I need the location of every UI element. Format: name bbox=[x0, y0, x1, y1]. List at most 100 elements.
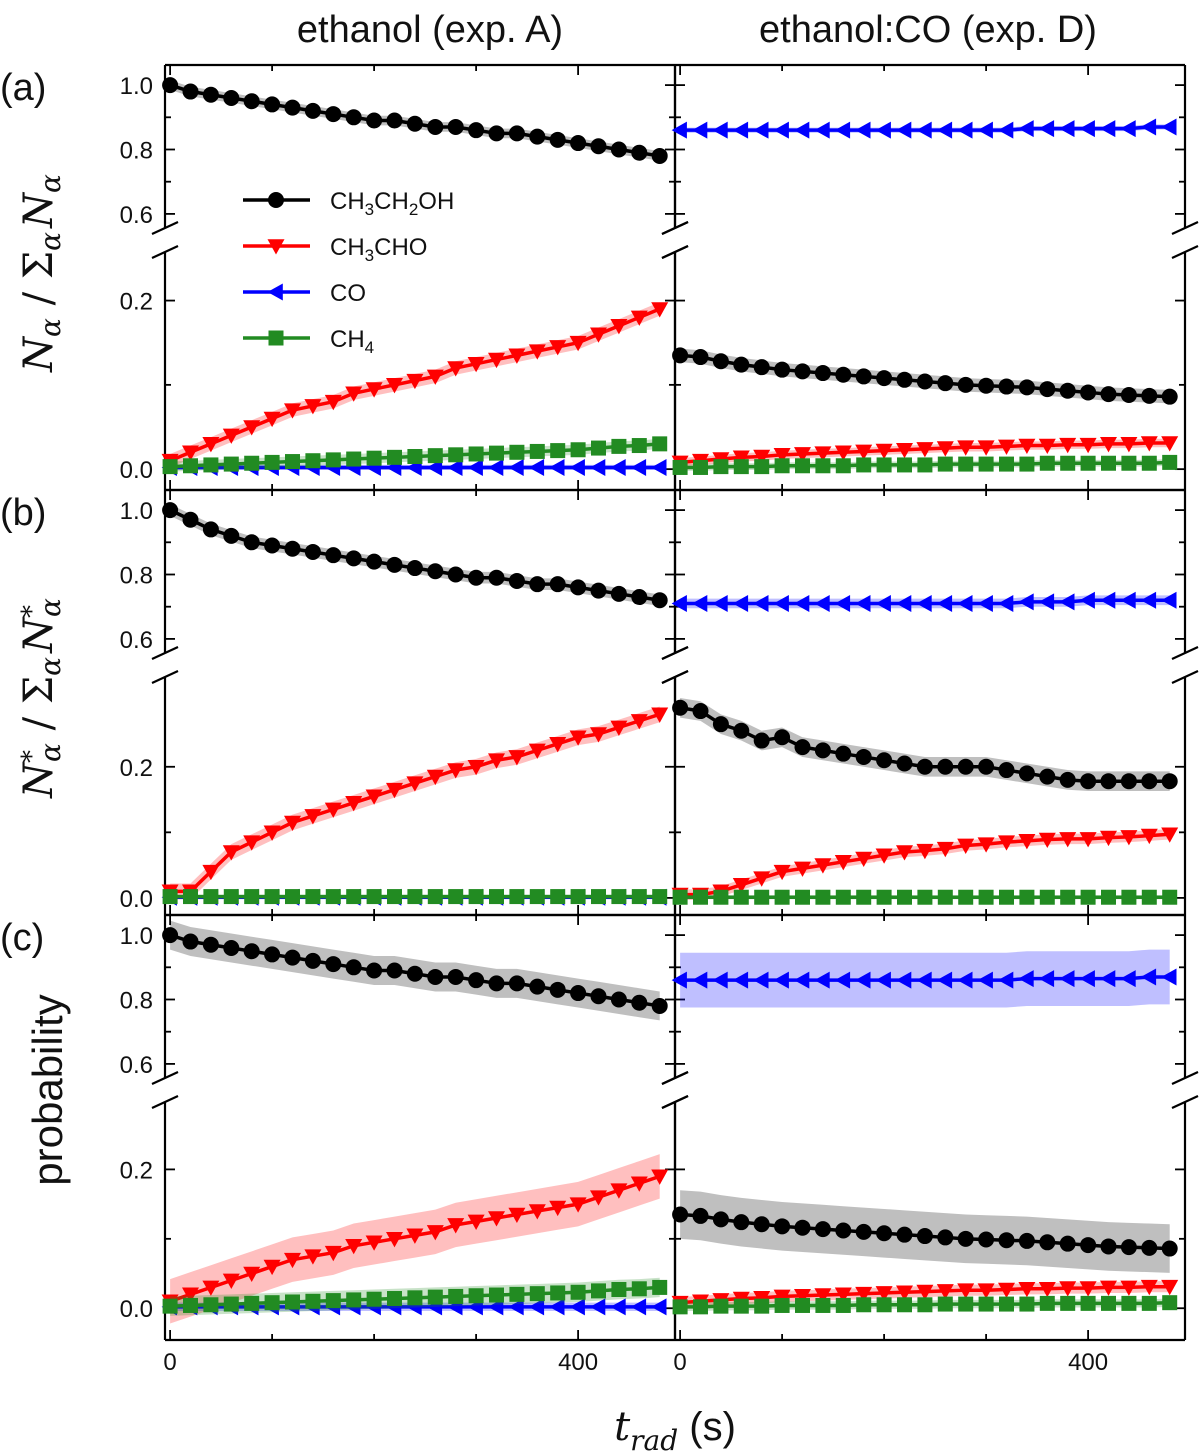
data-point bbox=[162, 1298, 178, 1314]
data-point bbox=[631, 889, 647, 905]
data-point bbox=[631, 1281, 647, 1297]
data-point bbox=[447, 1218, 465, 1234]
data-point bbox=[856, 457, 872, 473]
y-tick-label: 0.2 bbox=[120, 755, 153, 782]
data-point bbox=[304, 399, 322, 415]
data-point bbox=[1100, 1238, 1117, 1255]
data-point bbox=[1079, 437, 1097, 454]
data-point bbox=[508, 348, 526, 364]
data-point bbox=[468, 446, 484, 462]
data-point bbox=[508, 1298, 524, 1316]
data-point bbox=[712, 594, 728, 612]
legend-marker bbox=[268, 192, 284, 208]
data-point bbox=[1100, 830, 1117, 847]
data-point bbox=[855, 748, 872, 765]
data-point bbox=[774, 1297, 790, 1313]
data-point bbox=[814, 1288, 832, 1304]
tick-marks bbox=[675, 65, 1185, 490]
data-point bbox=[671, 594, 687, 612]
data-point bbox=[977, 594, 993, 612]
data-point bbox=[202, 437, 220, 453]
data-point bbox=[1161, 968, 1177, 986]
data-point bbox=[285, 1294, 300, 1310]
data-point bbox=[508, 458, 524, 476]
data-point bbox=[651, 997, 668, 1014]
data-point bbox=[897, 457, 912, 473]
data-point bbox=[528, 1298, 545, 1316]
data-point bbox=[834, 594, 851, 612]
data-point bbox=[611, 889, 627, 905]
data-point bbox=[223, 939, 240, 956]
data-point bbox=[977, 121, 993, 139]
data-point bbox=[651, 458, 667, 476]
data-point bbox=[693, 1299, 708, 1315]
data-point bbox=[243, 534, 260, 551]
data-point bbox=[773, 971, 789, 989]
data-point bbox=[1121, 889, 1137, 905]
data-point bbox=[529, 889, 545, 905]
data-point bbox=[917, 1297, 933, 1313]
data-point bbox=[448, 1288, 464, 1304]
data-point bbox=[346, 1292, 362, 1308]
data-point bbox=[1059, 970, 1075, 988]
data-point bbox=[936, 121, 953, 139]
data-point bbox=[222, 845, 240, 861]
data-point bbox=[855, 121, 871, 139]
data-point bbox=[753, 1216, 770, 1233]
data-point bbox=[426, 1225, 444, 1241]
data-point bbox=[549, 576, 566, 593]
data-point bbox=[467, 1214, 485, 1230]
data-point bbox=[631, 144, 648, 161]
data-point bbox=[998, 1232, 1015, 1249]
data-point bbox=[610, 458, 626, 476]
data-point bbox=[182, 1287, 199, 1303]
series-CH3CH2OH bbox=[672, 1190, 1178, 1273]
series-CH4 bbox=[162, 436, 668, 475]
data-point bbox=[631, 994, 648, 1011]
data-point bbox=[528, 1204, 546, 1220]
data-point bbox=[916, 843, 934, 860]
data-point bbox=[732, 121, 749, 139]
data-point bbox=[467, 458, 483, 476]
axes-frame bbox=[673, 488, 1187, 917]
data-point bbox=[284, 1252, 301, 1269]
data-point bbox=[998, 594, 1014, 612]
data-point bbox=[590, 1298, 606, 1316]
data-point bbox=[957, 1283, 975, 1299]
data-point bbox=[427, 968, 444, 985]
data-point bbox=[1060, 455, 1076, 471]
data-point bbox=[1038, 970, 1055, 988]
data-point bbox=[1161, 436, 1179, 452]
data-point bbox=[672, 889, 688, 905]
series-CH3CHO bbox=[161, 1154, 669, 1324]
data-point bbox=[406, 776, 424, 792]
legend-item-CH4: CH4 bbox=[243, 326, 374, 357]
data-point bbox=[1120, 437, 1138, 453]
xlabel: trad (s) bbox=[614, 1404, 736, 1455]
data-point bbox=[407, 449, 423, 464]
data-point bbox=[406, 373, 424, 390]
panel-c-left: 1.0 0.8 0.6 0.2 0.0 0 400 bbox=[120, 913, 689, 1376]
data-point bbox=[652, 436, 668, 452]
data-point bbox=[1141, 455, 1157, 471]
data-point bbox=[488, 458, 504, 476]
data-point bbox=[182, 933, 199, 950]
data-point bbox=[366, 553, 383, 570]
axis-break-mark bbox=[661, 221, 689, 259]
data-point bbox=[896, 971, 912, 989]
data-point bbox=[630, 714, 648, 730]
data-point bbox=[876, 370, 893, 387]
data-point bbox=[1120, 970, 1136, 988]
data-point bbox=[182, 83, 199, 100]
data-point bbox=[896, 755, 913, 772]
data-point bbox=[489, 1287, 504, 1303]
data-point bbox=[977, 440, 995, 456]
data-point bbox=[814, 742, 831, 759]
data-point bbox=[366, 962, 383, 979]
y-tick-label: 0.6 bbox=[120, 202, 153, 229]
data-point bbox=[284, 949, 301, 966]
data-point bbox=[814, 446, 832, 462]
data-point bbox=[528, 344, 546, 360]
data-point bbox=[1162, 454, 1178, 470]
